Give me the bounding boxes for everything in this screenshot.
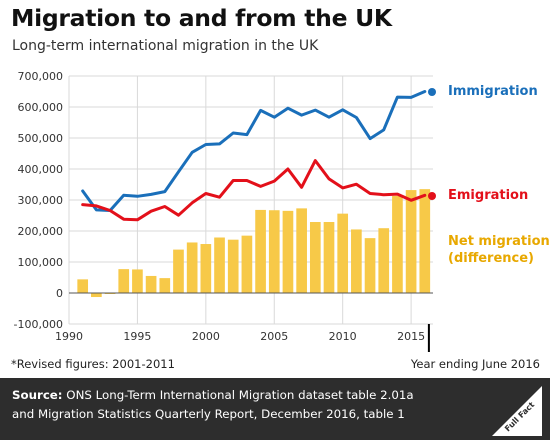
axes: 700,000 600,000 500,000 400,000 300,000 200,0… bbox=[14, 70, 433, 352]
immigration-line bbox=[81, 90, 427, 212]
emigration-line bbox=[81, 159, 427, 222]
y-tick-label: 100,000 bbox=[18, 256, 64, 269]
net-migration-bar bbox=[77, 279, 89, 293]
net-migration-bar bbox=[268, 210, 280, 293]
y-tick-label: 500,000 bbox=[18, 132, 64, 145]
y-tick-label: 300,000 bbox=[18, 194, 64, 207]
y-tick-label: 0 bbox=[56, 287, 63, 300]
net-migration-bar bbox=[364, 238, 376, 293]
net-migration-bar bbox=[309, 222, 321, 293]
net-migration-bar bbox=[145, 275, 157, 293]
series-lines bbox=[81, 90, 427, 222]
x-tick-label: 2015 bbox=[397, 330, 425, 343]
source-label: Source: bbox=[12, 388, 63, 402]
net-migration-bar bbox=[419, 189, 431, 293]
net-migration-label-line1: Net migration bbox=[448, 234, 550, 249]
footer: Source: ONS Long-Term International Migr… bbox=[0, 378, 550, 440]
x-tick-label: 2010 bbox=[329, 330, 357, 343]
y-tick-label: -100,000 bbox=[14, 318, 63, 331]
net-migration-bar bbox=[200, 244, 212, 293]
migration-chart: 700,000 600,000 500,000 400,000 300,000 200,0… bbox=[14, 70, 436, 352]
year-ending-note: Year ending June 2016 bbox=[410, 357, 540, 371]
source-line-2: and Migration Statistics Quarterly Repor… bbox=[12, 407, 405, 421]
net-migration-bar bbox=[241, 235, 253, 293]
net-migration-bar bbox=[173, 249, 184, 293]
source-line-1: ONS Long-Term International Migration da… bbox=[62, 388, 414, 402]
y-tick-label: 200,000 bbox=[18, 225, 64, 238]
chart-title: Migration to and from the UK bbox=[11, 4, 392, 32]
x-tick-label: 1995 bbox=[123, 330, 151, 343]
net-migration-bar bbox=[118, 269, 130, 293]
net-migration-bar bbox=[392, 195, 403, 293]
x-tick-label: 2000 bbox=[192, 330, 220, 343]
x-tick-label: 1990 bbox=[55, 330, 83, 343]
net-migration-bar bbox=[159, 278, 171, 293]
y-tick-label: 600,000 bbox=[18, 101, 64, 114]
x-tick-label: 2005 bbox=[260, 330, 288, 343]
legend-label-net-migration: Net migration (difference) bbox=[448, 233, 550, 267]
net-migration-bar bbox=[186, 242, 198, 293]
net-migration-bar bbox=[282, 210, 294, 293]
legend-label-emigration: Emigration bbox=[448, 188, 529, 203]
net-migration-bar bbox=[227, 239, 239, 293]
net-migration-bar bbox=[405, 190, 417, 293]
y-tick-label: 400,000 bbox=[18, 163, 64, 176]
source-text: Source: ONS Long-Term International Migr… bbox=[12, 386, 482, 424]
net-migration-bar bbox=[91, 293, 102, 298]
y-tick-label: 700,000 bbox=[18, 70, 64, 83]
net-migration-label-line2: (difference) bbox=[448, 251, 534, 266]
legend-marker-emigration bbox=[428, 192, 436, 200]
net-migration-bar bbox=[214, 237, 225, 293]
net-migration-bar bbox=[255, 209, 266, 293]
net-migration-bar bbox=[296, 208, 307, 293]
chart-subtitle: Long-term international migration in the… bbox=[12, 38, 319, 54]
net-migration-bar bbox=[337, 213, 349, 293]
legend-markers bbox=[428, 88, 436, 200]
legend-marker-immigration bbox=[428, 88, 436, 96]
net-migration-bar bbox=[132, 269, 143, 293]
revised-figures-note: *Revised figures: 2001-2011 bbox=[11, 357, 175, 371]
net-migration-bar bbox=[378, 228, 390, 293]
net-migration-bar bbox=[323, 222, 335, 293]
full-fact-logo: Full Fact bbox=[492, 386, 542, 436]
net-migration-bars bbox=[77, 189, 431, 298]
legend-label-immigration: Immigration bbox=[448, 84, 538, 99]
net-migration-bar bbox=[351, 229, 362, 293]
logo-triangle bbox=[492, 386, 542, 436]
